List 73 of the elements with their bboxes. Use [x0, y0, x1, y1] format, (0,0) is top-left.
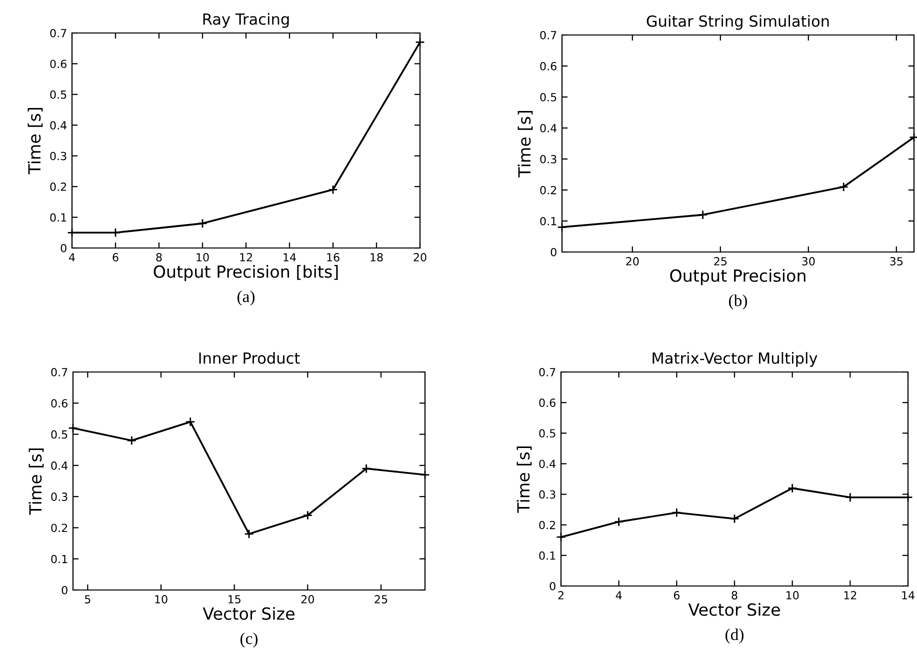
- x-axis-title: Output Precision: [670, 269, 806, 286]
- x-tick-label: 6: [112, 253, 118, 262]
- y-tick-label: 0.6: [50, 60, 66, 68]
- y-tick-label: 0.3: [539, 490, 556, 499]
- x-tick-label: 8: [732, 591, 738, 600]
- y-tick-label: 0.2: [51, 524, 68, 532]
- x-tick-label: 2: [558, 591, 564, 600]
- y-tick-label: 0.4: [539, 460, 556, 468]
- text: (a): [237, 290, 255, 306]
- y-tick-label: 0.6: [539, 398, 556, 407]
- x-tick-label: 20: [626, 257, 639, 266]
- y-axis-title: Time [s]: [28, 108, 43, 174]
- y-tick-label: 0.7: [539, 368, 556, 376]
- x-axis-title: Output Precision [bits]: [154, 265, 338, 282]
- y-tick-label: 0.7: [540, 30, 556, 40]
- y-tick-label: 0.4: [51, 461, 68, 470]
- y-tick-label: 0.3: [51, 492, 68, 501]
- x-tick-label: 20: [301, 595, 314, 604]
- y-tick-label: 0.4: [540, 124, 557, 132]
- y-tick-label: 0.6: [540, 62, 556, 70]
- y-tick-label: 0.7: [51, 368, 68, 376]
- y-tick-label: 0.1: [51, 554, 68, 564]
- x-tick-label: 20: [414, 253, 426, 262]
- y-tick-label: 0.3: [50, 152, 66, 160]
- y-tick-label: 0.2: [539, 520, 556, 530]
- x-tick-label: 14: [902, 591, 914, 600]
- y-tick-label: 0.1: [50, 213, 66, 222]
- x-tick-label: 15: [228, 595, 240, 604]
- x-tick-label: 10: [155, 595, 168, 604]
- x-tick-label: 10: [196, 253, 209, 262]
- y-axis-title: Time [s]: [516, 446, 532, 513]
- x-tick-label: 4: [616, 591, 622, 600]
- x-tick-label: 10: [786, 591, 799, 600]
- x-tick-label: 12: [240, 253, 252, 262]
- x-tick-label: 16: [327, 253, 340, 262]
- x-tick-label: 6: [674, 591, 680, 600]
- y-axis-title: Time [s]: [28, 448, 44, 515]
- y-tick-label: 0.6: [51, 399, 68, 408]
- x-tick-label: 5: [84, 595, 90, 604]
- x-tick-label: 25: [714, 257, 726, 266]
- y-tick-label: 0.4: [50, 121, 67, 130]
- y-tick-label: 0.7: [50, 28, 66, 38]
- chart-title: Ray Tracing: [203, 13, 289, 28]
- chart-title: Guitar String Simulation: [646, 15, 829, 30]
- x-tick-label: 8: [156, 253, 162, 262]
- y-tick-label: 0.2: [50, 182, 66, 191]
- y-tick-label: 0: [60, 244, 66, 252]
- y-axis-title: Time [s]: [518, 111, 533, 178]
- y-tick-label: 0.5: [51, 430, 68, 439]
- text: (c): [240, 632, 258, 648]
- x-tick-label: 35: [890, 257, 902, 266]
- x-tick-label: 30: [802, 257, 815, 266]
- text: (b): [729, 294, 747, 310]
- chart-title: Matrix-Vector Multiply: [652, 352, 818, 367]
- x-tick-label: 25: [374, 595, 388, 604]
- y-tick-label: 0.5: [540, 92, 556, 102]
- y-tick-label: 0.3: [540, 154, 556, 164]
- x-axis-title: Vector Size: [202, 607, 294, 620]
- y-tick-label: 0.1: [539, 551, 556, 560]
- x-tick-label: 4: [69, 253, 75, 262]
- x-tick-label: 14: [284, 253, 296, 262]
- x-tick-label: 18: [370, 253, 383, 262]
- y-tick-label: 0: [62, 586, 68, 594]
- y-tick-label: 0.2: [540, 186, 556, 194]
- x-tick-label: 12: [844, 591, 856, 600]
- y-tick-label: 0: [550, 582, 556, 590]
- chart-title: Inner Product: [199, 352, 300, 364]
- y-tick-label: 0.5: [539, 429, 556, 438]
- y-tick-label: 0: [550, 248, 556, 256]
- x-axis-title: Vector Size: [688, 603, 780, 616]
- text: (d): [726, 628, 744, 644]
- y-tick-label: 0.1: [540, 216, 556, 226]
- y-tick-label: 0.5: [50, 90, 66, 99]
